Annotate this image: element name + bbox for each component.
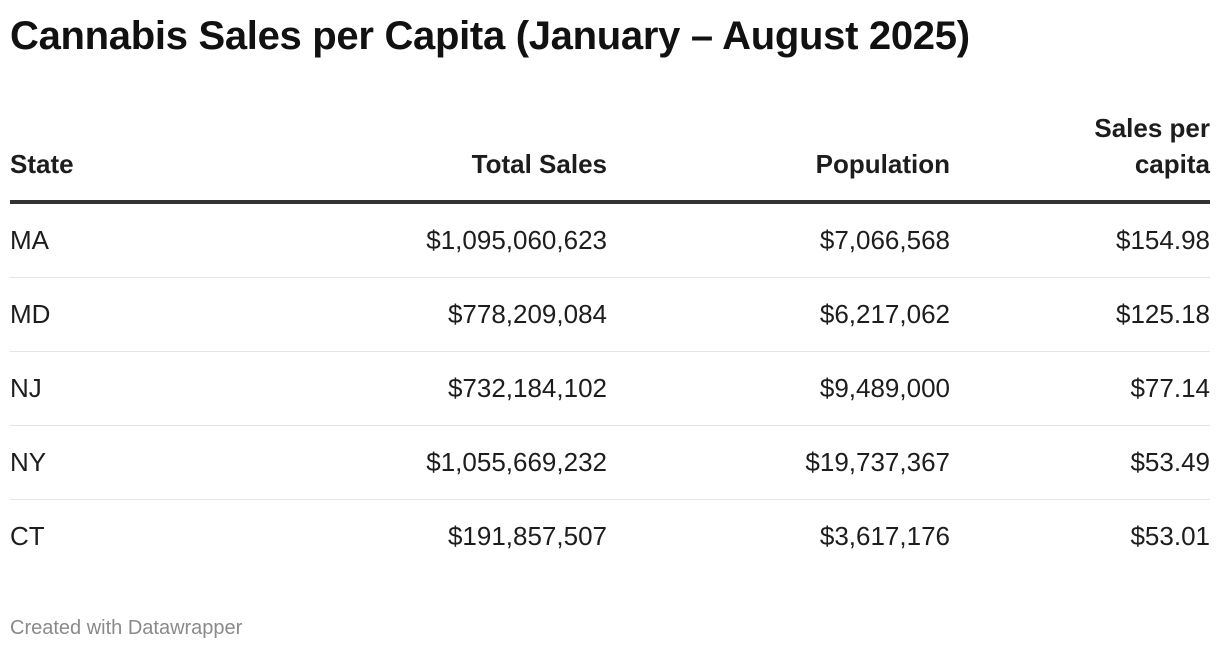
cell-total-sales: $778,209,084 bbox=[246, 277, 607, 352]
cell-state: CT bbox=[10, 521, 45, 551]
sales-table: State Total Sales Population Sales per c… bbox=[10, 110, 1210, 573]
cell-state: MA bbox=[10, 202, 246, 278]
cell-total-sales: $732,184,102 bbox=[246, 351, 607, 426]
cell-population: $7,066,568 bbox=[607, 202, 950, 278]
column-header-sales-per-capita: Sales per capita bbox=[950, 110, 1210, 204]
column-header-state: State bbox=[10, 110, 246, 204]
cell-total-sales: $1,095,060,623 bbox=[246, 202, 607, 278]
cell-sales-per-capita: $53.49 bbox=[950, 425, 1210, 500]
column-header-population: Population bbox=[607, 110, 950, 204]
table-header: State Total Sales Population Sales per c… bbox=[10, 110, 1210, 204]
cell-population: $3,617,176 bbox=[819, 521, 950, 551]
column-header-sales-per-capita-line-1: Sales per bbox=[1094, 113, 1210, 143]
header-row: State Total Sales Population Sales per c… bbox=[10, 110, 1210, 204]
cell-state: MD bbox=[10, 277, 246, 352]
table-row: MD $778,209,084 $6,217,062 $125.18 bbox=[10, 277, 1210, 352]
cell-state: NJ bbox=[10, 351, 246, 426]
cell-total-sales: $191,857,507 bbox=[447, 521, 607, 551]
table-row: MA $1,095,060,623 $7,066,568 $154.98 bbox=[10, 202, 1210, 278]
column-header-sales-per-capita-line-2: capita bbox=[1134, 149, 1210, 179]
cell-population: $9,489,000 bbox=[607, 351, 950, 426]
column-header-total-sales: Total Sales bbox=[246, 110, 607, 204]
cell-population: $19,737,367 bbox=[607, 425, 950, 500]
cell-sales-per-capita: $154.98 bbox=[950, 202, 1210, 278]
chart-title: Cannabis Sales per Capita (January – Aug… bbox=[10, 14, 970, 58]
table-body: MA $1,095,060,623 $7,066,568 $154.98 MD … bbox=[10, 202, 1210, 573]
table-row: NJ $732,184,102 $9,489,000 $77.14 bbox=[10, 351, 1210, 426]
cell-sales-per-capita: $125.18 bbox=[950, 277, 1210, 352]
cell-state: NY bbox=[10, 425, 246, 500]
table-row: CT $191,857,507 $3,617,176 $53.01 bbox=[10, 500, 1210, 574]
cell-sales-per-capita: $53.01 bbox=[1130, 521, 1210, 551]
footer-credit: Created with Datawrapper bbox=[10, 617, 243, 639]
cell-total-sales: $1,055,669,232 bbox=[246, 425, 607, 500]
table-row: NY $1,055,669,232 $19,737,367 $53.49 bbox=[10, 425, 1210, 500]
cell-sales-per-capita: $77.14 bbox=[950, 351, 1210, 426]
cell-population: $6,217,062 bbox=[607, 277, 950, 352]
